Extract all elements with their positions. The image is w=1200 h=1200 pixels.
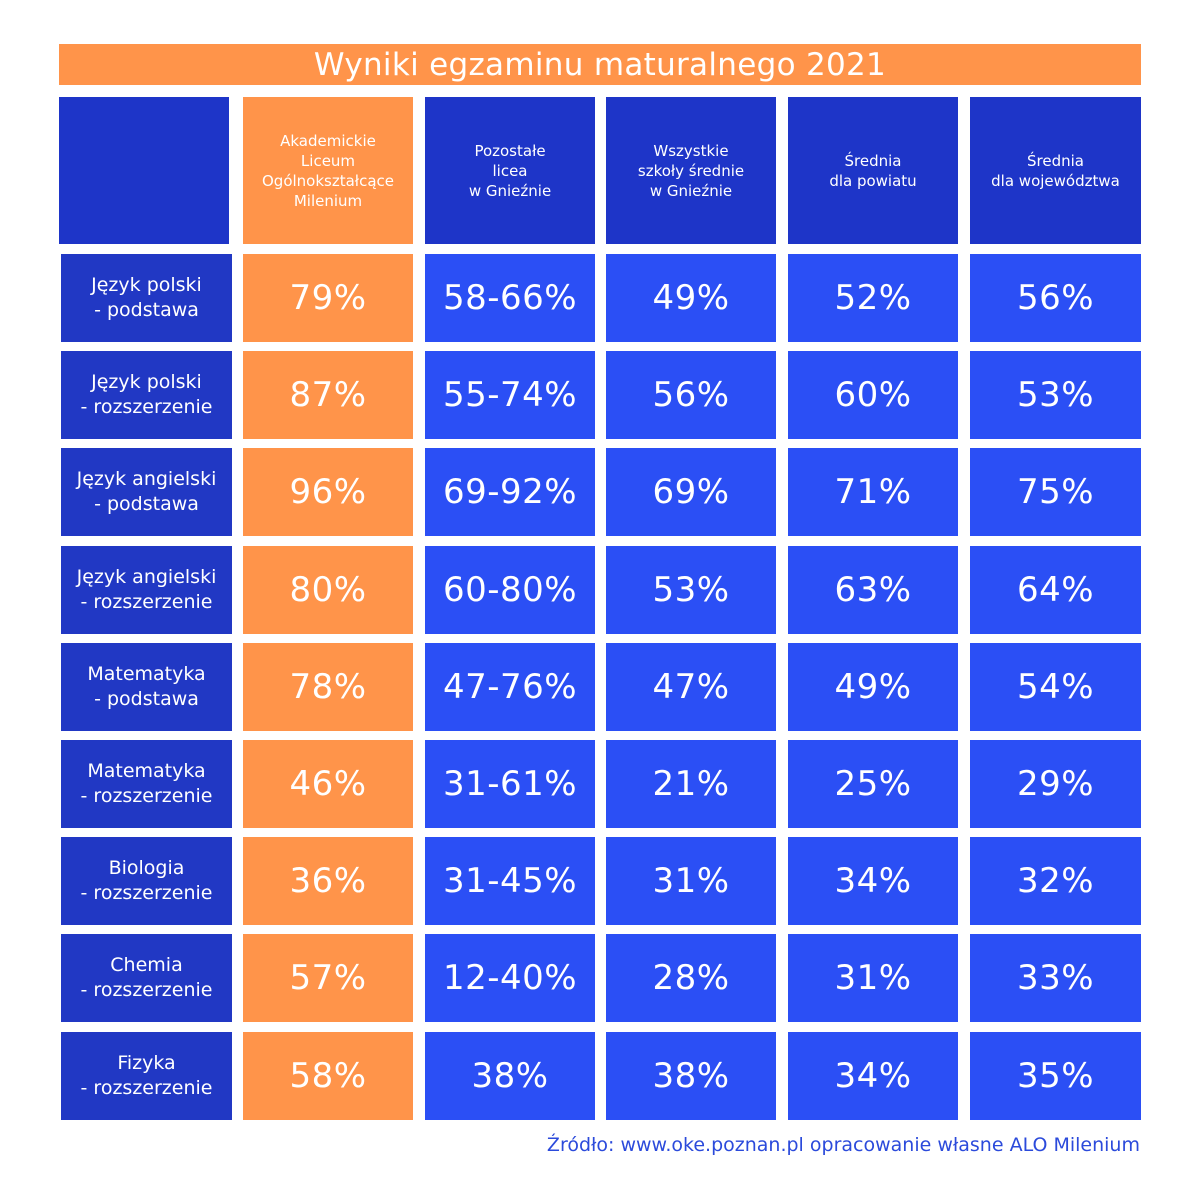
value-cell: 53% [970, 351, 1141, 439]
row-label: Język angielski - podstawa [61, 448, 232, 536]
value-cell: 54% [970, 643, 1141, 731]
value-cell: 58% [243, 1032, 413, 1120]
value-cell: 28% [606, 934, 776, 1022]
value-cell: 47% [606, 643, 776, 731]
value-cell: 57% [243, 934, 413, 1022]
value-cell: 31-45% [425, 837, 595, 925]
column-header: Akademickie Liceum Ogólnokształcące Mile… [243, 97, 413, 244]
value-cell: 75% [970, 448, 1141, 536]
value-cell: 35% [970, 1032, 1141, 1120]
row-label: Język angielski - rozszerzenie [61, 546, 232, 634]
value-cell: 69-92% [425, 448, 595, 536]
value-cell: 31% [788, 934, 958, 1022]
row-label: Chemia - rozszerzenie [61, 934, 232, 1022]
row-label: Fizyka - rozszerzenie [61, 1032, 232, 1120]
value-cell: 63% [788, 546, 958, 634]
column-header: Średnia dla województwa [970, 97, 1141, 244]
value-cell: 38% [425, 1032, 595, 1120]
page-title: Wyniki egzaminu maturalnego 2021 [59, 44, 1141, 85]
value-cell: 12-40% [425, 934, 595, 1022]
value-cell: 34% [788, 837, 958, 925]
row-label: Matematyka - rozszerzenie [61, 740, 232, 828]
row-label: Język polski - rozszerzenie [61, 351, 232, 439]
value-cell: 80% [243, 546, 413, 634]
value-cell: 79% [243, 254, 413, 342]
value-cell: 69% [606, 448, 776, 536]
value-cell: 52% [788, 254, 958, 342]
value-cell: 29% [970, 740, 1141, 828]
column-header: Wszystkie szkoły średnie w Gnieźnie [606, 97, 776, 244]
value-cell: 49% [606, 254, 776, 342]
value-cell: 32% [970, 837, 1141, 925]
value-cell: 31% [606, 837, 776, 925]
value-cell: 49% [788, 643, 958, 731]
value-cell: 71% [788, 448, 958, 536]
value-cell: 56% [606, 351, 776, 439]
value-cell: 31-61% [425, 740, 595, 828]
header-corner-cell [59, 97, 229, 244]
row-label: Matematyka - podstawa [61, 643, 232, 731]
column-header: Pozostałe licea w Gnieźnie [425, 97, 595, 244]
value-cell: 34% [788, 1032, 958, 1120]
value-cell: 78% [243, 643, 413, 731]
value-cell: 87% [243, 351, 413, 439]
value-cell: 64% [970, 546, 1141, 634]
row-label: Język polski - podstawa [61, 254, 232, 342]
value-cell: 46% [243, 740, 413, 828]
value-cell: 60-80% [425, 546, 595, 634]
value-cell: 53% [606, 546, 776, 634]
row-label: Biologia - rozszerzenie [61, 837, 232, 925]
value-cell: 47-76% [425, 643, 595, 731]
source-note: Źródło: www.oke.poznan.pl opracowanie wł… [546, 1134, 1140, 1156]
value-cell: 58-66% [425, 254, 595, 342]
value-cell: 25% [788, 740, 958, 828]
value-cell: 21% [606, 740, 776, 828]
value-cell: 56% [970, 254, 1141, 342]
value-cell: 96% [243, 448, 413, 536]
column-header: Średnia dla powiatu [788, 97, 958, 244]
value-cell: 55-74% [425, 351, 595, 439]
value-cell: 33% [970, 934, 1141, 1022]
value-cell: 38% [606, 1032, 776, 1120]
value-cell: 60% [788, 351, 958, 439]
value-cell: 36% [243, 837, 413, 925]
